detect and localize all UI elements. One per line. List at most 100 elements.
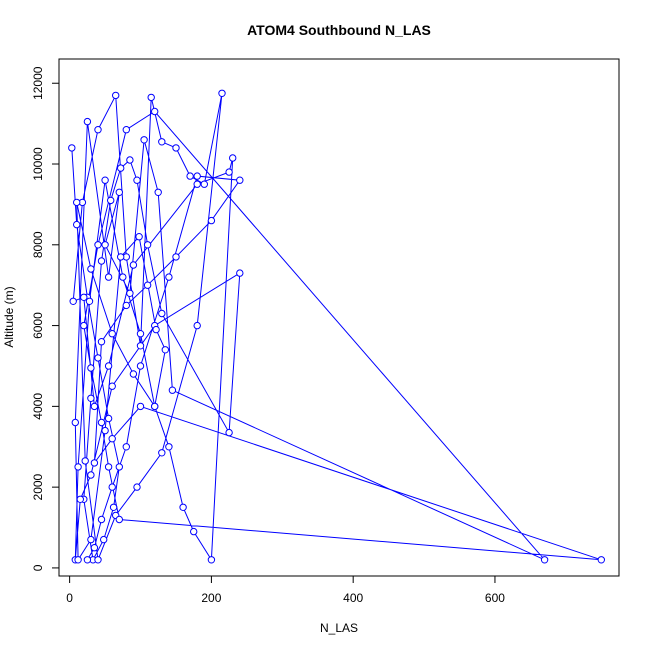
data-point xyxy=(152,325,160,334)
data-point xyxy=(158,449,166,457)
data-point xyxy=(193,172,201,180)
data-point xyxy=(90,544,99,552)
data-point xyxy=(85,297,94,305)
data-point xyxy=(94,556,102,564)
data-point xyxy=(117,253,125,261)
data-point xyxy=(115,463,124,471)
data-point xyxy=(136,330,145,338)
data-point xyxy=(108,483,116,491)
data-point xyxy=(186,172,194,180)
data-point xyxy=(172,253,180,261)
data-point xyxy=(104,362,113,370)
data-point xyxy=(97,418,106,427)
data-point xyxy=(108,330,116,338)
data-point xyxy=(104,463,113,471)
data-point xyxy=(108,382,116,390)
data-point xyxy=(165,273,173,281)
data-point xyxy=(83,117,92,126)
data-point xyxy=(229,154,237,162)
data-point xyxy=(207,556,216,564)
x-axis: 0 200 400 600 xyxy=(66,575,505,605)
data-point xyxy=(136,342,145,350)
data-point xyxy=(80,321,88,330)
data-point xyxy=(94,354,102,362)
y-axis: 0 2000 4000 6000 8000 10000 12000 xyxy=(31,66,60,571)
data-point xyxy=(81,457,89,465)
data-point xyxy=(190,527,198,536)
data-point xyxy=(83,556,92,564)
data-point xyxy=(87,394,95,402)
data-point xyxy=(126,156,134,164)
data-point xyxy=(101,241,109,249)
data-point xyxy=(87,535,95,544)
data-point xyxy=(104,273,113,281)
data-point xyxy=(115,515,124,524)
x-tick-label: 200 xyxy=(201,591,221,605)
y-tick-label: 6000 xyxy=(31,312,45,339)
data-point xyxy=(129,261,138,269)
data-point xyxy=(112,91,120,100)
y-tick-label: 0 xyxy=(31,564,45,571)
data-point xyxy=(136,362,145,370)
data-point xyxy=(74,463,82,471)
chart-title: ATOM4 Southbound N_LAS xyxy=(247,22,431,38)
x-tick-label: 600 xyxy=(485,591,505,605)
data-point xyxy=(158,138,166,146)
data-point xyxy=(151,402,159,411)
data-point xyxy=(147,93,155,102)
data-point xyxy=(101,176,109,184)
data-point xyxy=(133,176,141,184)
data-point xyxy=(133,483,141,491)
data-point xyxy=(87,265,95,273)
data-point xyxy=(94,126,102,134)
data-point xyxy=(122,443,131,451)
data-point xyxy=(236,176,244,184)
data-point xyxy=(76,495,85,503)
data-point xyxy=(540,556,549,564)
data-point xyxy=(71,418,80,427)
data-point xyxy=(193,321,201,330)
data-point xyxy=(165,443,173,451)
data-point xyxy=(151,107,159,116)
data-point xyxy=(225,168,233,176)
data-point xyxy=(87,471,95,479)
data-point xyxy=(97,338,106,346)
y-tick-label: 4000 xyxy=(31,393,45,420)
data-point xyxy=(122,301,131,310)
data-point xyxy=(143,241,152,249)
data-point xyxy=(225,428,233,437)
data-point xyxy=(97,257,106,265)
series-line xyxy=(71,93,602,562)
data-point xyxy=(69,297,77,305)
data-point xyxy=(117,164,125,172)
data-point xyxy=(207,216,216,225)
y-tick-label: 2000 xyxy=(31,473,45,500)
data-point xyxy=(108,435,116,443)
data-point xyxy=(90,402,99,411)
data-point xyxy=(73,198,81,207)
data-point xyxy=(193,180,201,188)
x-axis-label: N_LAS xyxy=(320,621,358,635)
data-point xyxy=(158,309,166,318)
y-axis-label: Altitude (m) xyxy=(2,286,16,347)
data-point xyxy=(73,220,81,229)
y-tick-label: 12000 xyxy=(31,66,45,100)
data-point xyxy=(140,136,148,144)
data-point xyxy=(126,289,134,297)
data-point xyxy=(100,535,108,544)
data-point xyxy=(218,89,226,98)
data-point xyxy=(136,402,145,411)
data-point xyxy=(129,370,138,378)
data-point xyxy=(104,414,113,423)
data-point xyxy=(154,188,162,197)
data-point xyxy=(97,515,106,524)
data-point xyxy=(115,188,124,197)
data-point xyxy=(161,346,170,354)
data-point xyxy=(168,386,177,394)
data-point xyxy=(172,144,180,152)
x-tick-label: 400 xyxy=(343,591,363,605)
data-point xyxy=(143,281,152,289)
data-point xyxy=(68,144,76,152)
data-point xyxy=(101,426,109,435)
